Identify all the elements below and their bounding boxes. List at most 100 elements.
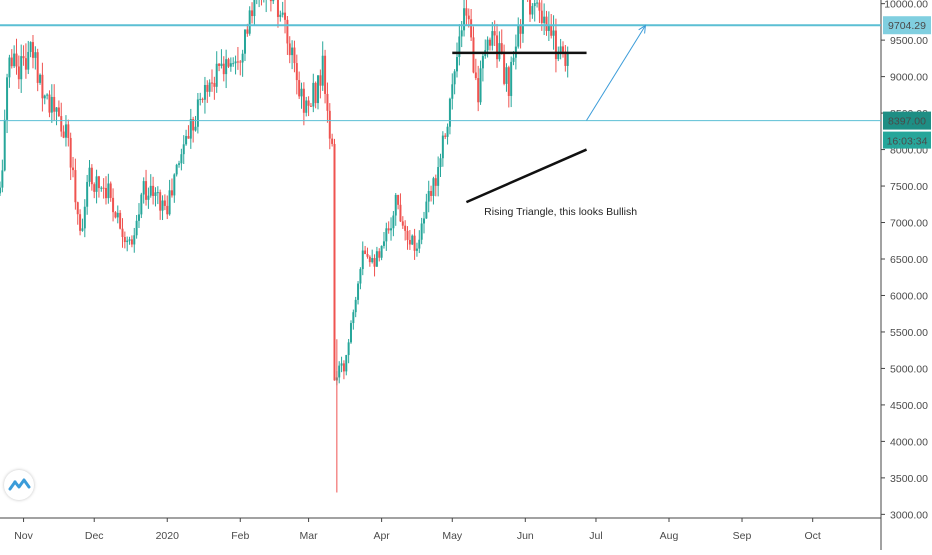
candle-body	[298, 80, 301, 97]
candle-body	[561, 46, 564, 52]
candles-layer	[0, 0, 569, 493]
candle-body	[474, 72, 477, 79]
candle-body	[180, 154, 183, 164]
candle-body	[557, 53, 560, 60]
candle-body	[380, 245, 383, 258]
candle-body	[246, 29, 249, 34]
annotation-text[interactable]: Rising Triangle, this looks Bullish	[484, 206, 637, 218]
candle-body	[232, 63, 235, 65]
candle-body	[552, 30, 555, 36]
candle-body	[512, 57, 515, 62]
candle-body	[375, 251, 378, 267]
candle-body	[168, 190, 171, 215]
candle-body	[566, 53, 569, 66]
candle-body	[67, 124, 70, 138]
candle-body	[15, 53, 18, 67]
candle-body	[413, 235, 416, 251]
candle-body	[441, 135, 444, 159]
candle-body	[93, 184, 96, 192]
candle-body	[57, 107, 60, 117]
candle-body	[79, 214, 82, 231]
candle-body	[269, 0, 272, 2]
candle-body	[295, 63, 298, 81]
candle-body	[149, 185, 152, 196]
candle-body	[491, 31, 494, 46]
candle-body	[222, 63, 225, 75]
candle-body	[201, 98, 204, 100]
candle-body	[536, 2, 539, 4]
candle-body	[276, 0, 279, 17]
candle-body	[173, 174, 176, 196]
candle-body	[286, 19, 289, 44]
candle-body	[458, 36, 461, 57]
candle-body	[279, 14, 282, 17]
candle-body	[272, 0, 275, 2]
candle-body	[432, 178, 435, 196]
candle-body	[145, 181, 148, 200]
candle-body	[126, 240, 129, 243]
candle-body	[109, 183, 112, 198]
candle-body	[34, 52, 37, 58]
projection-arrow-head[interactable]	[638, 24, 647, 34]
candle-body	[281, 12, 284, 15]
candle-body	[142, 181, 145, 195]
candle-body	[128, 239, 131, 241]
candle-body	[338, 365, 341, 378]
candle-body	[211, 82, 214, 84]
y-tick-label: 10000.00	[884, 0, 928, 11]
candle-body	[404, 225, 407, 231]
candle-body	[547, 24, 550, 31]
candle-body	[121, 228, 124, 237]
candle-body	[1, 170, 4, 188]
x-tick-label: Jun	[517, 530, 534, 542]
candle-body	[496, 35, 499, 60]
candle-body	[100, 187, 103, 189]
candle-body	[36, 52, 39, 83]
countdown-label: 16:03:34	[887, 136, 928, 148]
candle-body	[46, 94, 49, 96]
candle-body	[390, 228, 393, 231]
candle-body	[253, 0, 256, 17]
candle-body	[95, 176, 98, 192]
current-price-badge	[883, 111, 931, 130]
candle-body	[10, 57, 13, 67]
triangle-rising-support[interactable]	[465, 148, 588, 204]
tradingview-logo-icon[interactable]	[4, 470, 34, 500]
candle-body	[423, 218, 426, 224]
candle-body	[519, 25, 522, 34]
candle-body	[123, 236, 126, 243]
projection-arrow-line[interactable]	[586, 25, 646, 121]
y-tick-label: 9500.00	[890, 35, 928, 47]
candle-body	[156, 192, 159, 194]
candle-body	[154, 192, 157, 196]
candle-body	[48, 94, 51, 113]
candle-body	[411, 235, 414, 245]
drawings-layer[interactable]: Rising Triangle, this looks Bullish	[0, 24, 881, 218]
candle-body	[291, 47, 294, 56]
candle-body	[446, 126, 449, 137]
price-labels-layer: 9704.29 8397.00 16:03:34	[883, 16, 931, 149]
candle-body	[114, 212, 117, 218]
y-tick-label: 5500.00	[890, 327, 928, 339]
candle-body	[427, 190, 430, 202]
candle-body	[347, 342, 350, 356]
candle-body	[76, 202, 79, 215]
candle-body	[550, 24, 553, 36]
y-tick-label: 3500.00	[890, 473, 928, 485]
candle-body	[8, 57, 11, 78]
candle-body	[50, 96, 53, 113]
candle-body	[206, 84, 209, 92]
candle-body	[331, 138, 334, 144]
candle-body	[486, 39, 489, 51]
candle-body	[399, 204, 402, 222]
candle-body	[41, 74, 44, 99]
candle-body	[236, 61, 239, 63]
candle-body	[130, 239, 133, 245]
candle-body	[394, 194, 397, 216]
tradingview-logo-glyph	[8, 478, 31, 491]
candle-body	[251, 10, 254, 17]
candle-body	[107, 183, 110, 199]
